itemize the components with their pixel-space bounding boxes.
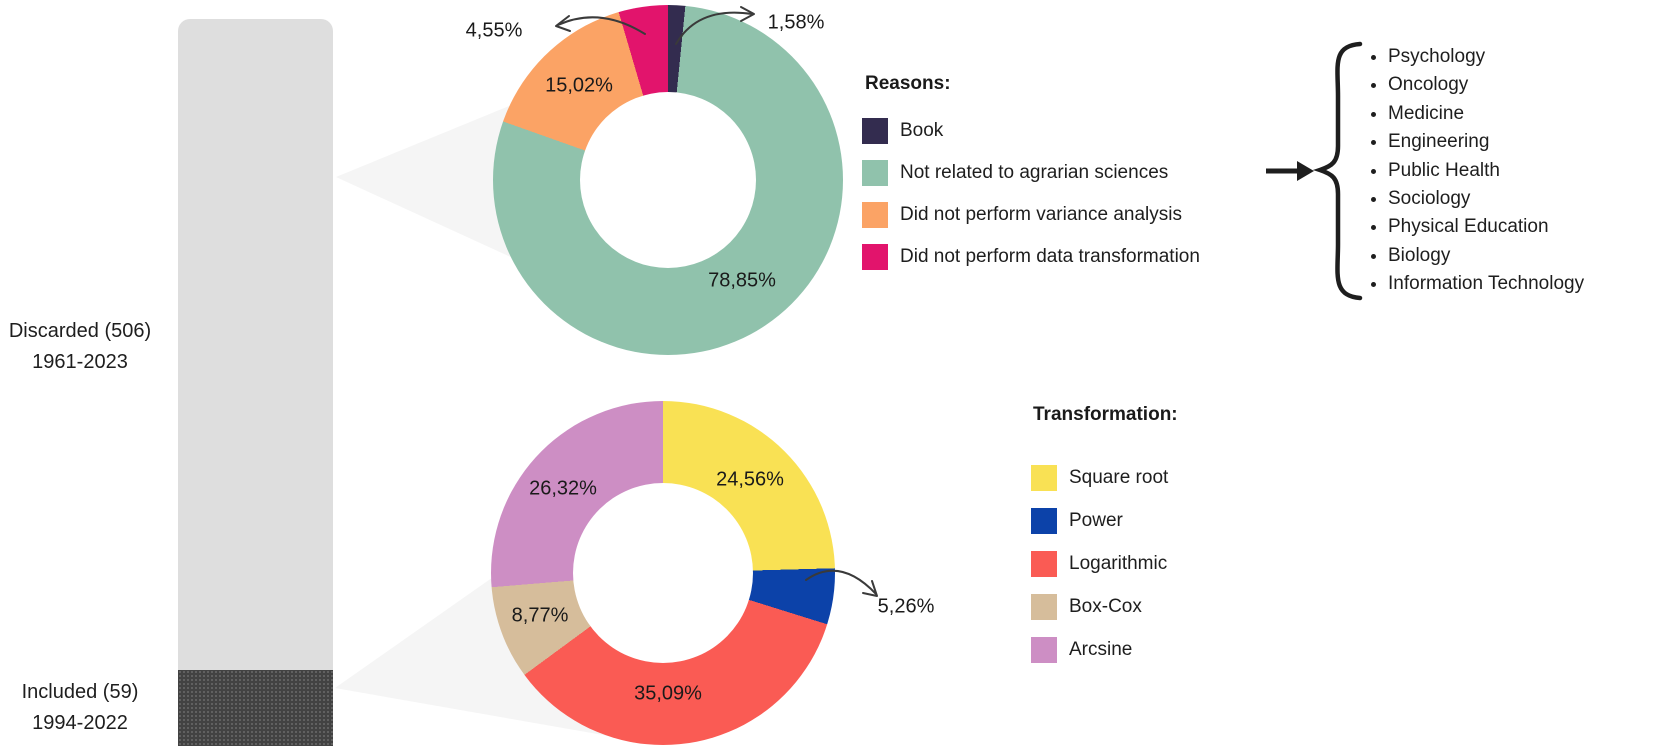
swatch-data-transformation	[862, 244, 888, 270]
swatch-square-root	[1031, 465, 1057, 491]
transformation-legend: Square root Power Logarithmic Box-Cox Ar…	[1031, 465, 1168, 663]
curly-brace-icon	[1312, 41, 1363, 301]
legend-label-logarithmic: Logarithmic	[1069, 553, 1168, 574]
legend-label-arcsine: Arcsine	[1069, 639, 1133, 660]
legend-item-variance: Did not perform variance analysis	[862, 202, 1200, 228]
value-label-logarithmic: 35,09%	[634, 682, 702, 705]
swatch-arcsine	[1031, 637, 1057, 663]
swatch-not-related	[862, 160, 888, 186]
value-label-square-root: 24,56%	[716, 468, 784, 491]
legend-item-data-transformation: Did not perform data transformation	[862, 244, 1200, 270]
reasons-donut-hole	[580, 92, 756, 268]
swatch-logarithmic	[1031, 551, 1057, 577]
swatch-power	[1031, 508, 1057, 534]
discarded-label-range: 1961-2023	[32, 351, 128, 373]
included-bar-segment	[178, 670, 333, 746]
transformation-donut-hole	[573, 483, 753, 663]
non-agrarian-fields-list: Psychology Oncology Medicine Engineering…	[1366, 43, 1654, 299]
swatch-variance	[862, 202, 888, 228]
legend-label-box-cox: Box-Cox	[1069, 596, 1142, 617]
legend-item-square-root: Square root	[1031, 465, 1168, 491]
list-item: Biology	[1388, 242, 1654, 270]
legend-label-square-root: Square root	[1069, 467, 1169, 488]
value-label-power: 5,26%	[877, 595, 935, 618]
list-item: Psychology	[1388, 43, 1654, 71]
legend-item-book: Book	[862, 118, 1200, 144]
value-label-arcsine: 26,32%	[529, 477, 597, 500]
legend-label-book: Book	[900, 120, 944, 141]
legend-item-arcsine: Arcsine	[1031, 637, 1168, 663]
legend-item-not-related: Not related to agrarian sciences	[862, 160, 1200, 186]
list-item: Medicine	[1388, 100, 1654, 128]
legend-label-not-related: Not related to agrarian sciences	[900, 162, 1169, 183]
legend-label-variance: Did not perform variance analysis	[900, 204, 1182, 225]
list-item: Public Health	[1388, 157, 1654, 185]
list-item: Sociology	[1388, 185, 1654, 213]
list-item: Engineering	[1388, 128, 1654, 156]
legend-item-box-cox: Box-Cox	[1031, 594, 1168, 620]
legend-item-power: Power	[1031, 508, 1168, 534]
selection-bar	[178, 19, 333, 746]
discarded-label-title: Discarded (506)	[8, 320, 152, 342]
value-label-variance: 15,02%	[545, 74, 613, 97]
value-label-not-related: 78,85%	[708, 269, 776, 292]
list-item: Oncology	[1388, 71, 1654, 99]
legend-label-power: Power	[1069, 510, 1123, 531]
value-label-book: 1,58%	[767, 11, 825, 34]
transformation-legend-title: Transformation:	[1033, 404, 1178, 425]
legend-item-logarithmic: Logarithmic	[1031, 551, 1168, 577]
reasons-legend-title: Reasons:	[865, 73, 951, 94]
list-item: Information Technology	[1388, 270, 1654, 298]
value-label-transformation: 4,55%	[465, 19, 523, 42]
bold-arrow-icon	[1266, 161, 1314, 181]
included-label: Included (59) 1994-2022	[0, 677, 160, 739]
swatch-book	[862, 118, 888, 144]
list-item: Physical Education	[1388, 213, 1654, 241]
value-label-box-cox: 8,77%	[511, 604, 569, 627]
discarded-bar-segment	[178, 19, 333, 670]
included-label-title: Included (59)	[21, 681, 139, 703]
swatch-box-cox	[1031, 594, 1057, 620]
reasons-legend: Book Not related to agrarian sciences Di…	[862, 118, 1200, 270]
included-label-range: 1994-2022	[32, 712, 128, 734]
discarded-label: Discarded (506) 1961-2023	[0, 316, 160, 378]
legend-label-data-transformation: Did not perform data transformation	[900, 246, 1200, 267]
